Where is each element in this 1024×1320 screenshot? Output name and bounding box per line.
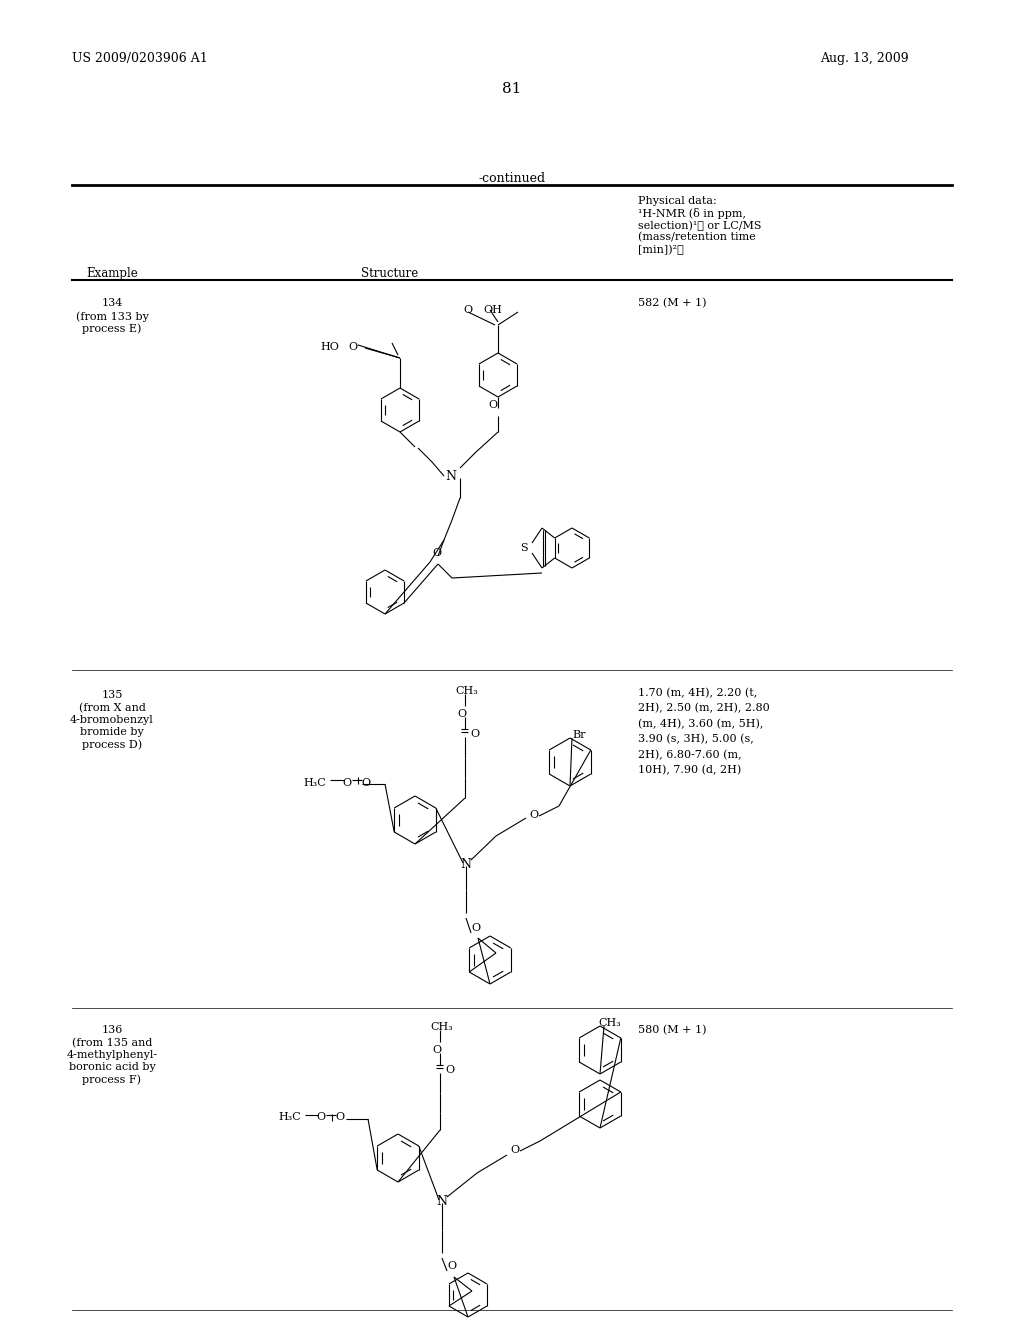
Text: 4-bromobenzyl: 4-bromobenzyl xyxy=(70,715,154,725)
Text: O: O xyxy=(471,923,480,933)
Text: 134: 134 xyxy=(101,298,123,308)
Text: ¹H-NMR (δ in ppm,: ¹H-NMR (δ in ppm, xyxy=(638,209,746,219)
Text: Example: Example xyxy=(86,267,138,280)
Text: S: S xyxy=(520,543,527,553)
Text: (from 133 by: (from 133 by xyxy=(76,312,148,322)
Text: O: O xyxy=(529,810,539,820)
Text: O: O xyxy=(342,777,351,788)
Text: 135: 135 xyxy=(101,690,123,700)
Text: Aug. 13, 2009: Aug. 13, 2009 xyxy=(820,51,908,65)
Text: boronic acid by: boronic acid by xyxy=(69,1063,156,1072)
Text: O: O xyxy=(445,1065,454,1074)
Text: process D): process D) xyxy=(82,739,142,750)
Text: OH: OH xyxy=(483,305,502,315)
Text: 1.70 (m, 4H), 2.20 (t,
2H), 2.50 (m, 2H), 2.80
(m, 4H), 3.60 (m, 5H),
3.90 (s, 3: 1.70 (m, 4H), 2.20 (t, 2H), 2.50 (m, 2H)… xyxy=(638,688,770,775)
Text: O: O xyxy=(488,400,497,411)
Text: H₃C: H₃C xyxy=(303,777,326,788)
Text: Br: Br xyxy=(572,730,586,741)
Text: O: O xyxy=(432,1045,441,1055)
Text: 136: 136 xyxy=(101,1026,123,1035)
Text: process F): process F) xyxy=(83,1074,141,1085)
Text: (mass/retention time: (mass/retention time xyxy=(638,232,756,243)
Text: bromide by: bromide by xyxy=(80,727,144,737)
Text: CH₃: CH₃ xyxy=(430,1022,453,1032)
Text: 582 (M + 1): 582 (M + 1) xyxy=(638,298,707,309)
Text: CH₃: CH₃ xyxy=(598,1018,621,1028)
Text: N: N xyxy=(445,470,457,483)
Text: (from X and: (from X and xyxy=(79,704,145,713)
Text: N: N xyxy=(436,1195,447,1208)
Text: O: O xyxy=(510,1144,519,1155)
Text: Structure: Structure xyxy=(361,267,419,280)
Text: Physical data:: Physical data: xyxy=(638,195,717,206)
Text: CH₃: CH₃ xyxy=(455,686,478,696)
Text: O: O xyxy=(432,548,441,558)
Text: O: O xyxy=(348,342,357,352)
Text: process E): process E) xyxy=(82,323,141,334)
Text: [min])²⧐: [min])²⧐ xyxy=(638,244,684,255)
Text: (from 135 and: (from 135 and xyxy=(72,1038,153,1048)
Text: O: O xyxy=(361,777,370,788)
Text: 580 (M + 1): 580 (M + 1) xyxy=(638,1026,707,1035)
Text: US 2009/0203906 A1: US 2009/0203906 A1 xyxy=(72,51,208,65)
Text: O: O xyxy=(447,1261,456,1271)
Text: -continued: -continued xyxy=(478,172,546,185)
Text: HO: HO xyxy=(319,342,339,352)
Text: H₃C: H₃C xyxy=(278,1111,301,1122)
Text: 81: 81 xyxy=(503,82,521,96)
Text: O: O xyxy=(470,729,479,739)
Text: O: O xyxy=(316,1111,326,1122)
Text: O: O xyxy=(335,1111,344,1122)
Text: O: O xyxy=(463,305,472,315)
Text: O: O xyxy=(457,709,466,719)
Text: N: N xyxy=(460,858,471,871)
Text: selection)¹⧐ or LC/MS: selection)¹⧐ or LC/MS xyxy=(638,220,762,231)
Text: 4-methylphenyl-: 4-methylphenyl- xyxy=(67,1049,158,1060)
